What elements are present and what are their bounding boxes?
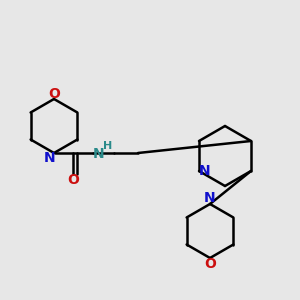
Text: N: N (199, 164, 211, 178)
Text: O: O (204, 257, 216, 271)
Text: H: H (103, 140, 112, 151)
Text: O: O (48, 88, 60, 101)
Text: O: O (68, 173, 80, 187)
Text: N: N (204, 191, 216, 205)
Text: N: N (44, 151, 55, 164)
Text: N: N (93, 148, 105, 161)
